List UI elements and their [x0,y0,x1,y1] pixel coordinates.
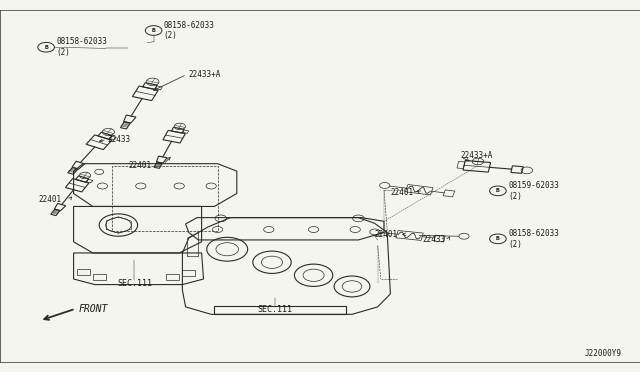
Text: SEC.111: SEC.111 [258,305,292,314]
Text: 22433: 22433 [108,135,131,144]
Text: 22401: 22401 [374,230,397,239]
Text: 22433: 22433 [422,235,445,244]
Text: B: B [496,188,500,193]
Text: 22401: 22401 [128,161,151,170]
Text: FRONT: FRONT [79,304,108,314]
Text: B: B [496,236,500,241]
Text: 08158-62033
(2): 08158-62033 (2) [56,37,107,57]
Text: 08158-62033
(2): 08158-62033 (2) [164,20,214,41]
Text: 08159-62033
(2): 08159-62033 (2) [508,181,559,201]
Text: B: B [44,45,48,50]
Text: 22401: 22401 [38,195,61,204]
Text: 22401: 22401 [390,188,413,197]
Text: 22433+A: 22433+A [189,70,221,79]
Text: SEC.111: SEC.111 [117,279,152,288]
Text: 22433+A: 22433+A [461,151,493,160]
Text: J22000Y9: J22000Y9 [585,349,622,358]
Text: 08158-62033
(2): 08158-62033 (2) [508,229,559,249]
Text: B: B [152,28,156,33]
